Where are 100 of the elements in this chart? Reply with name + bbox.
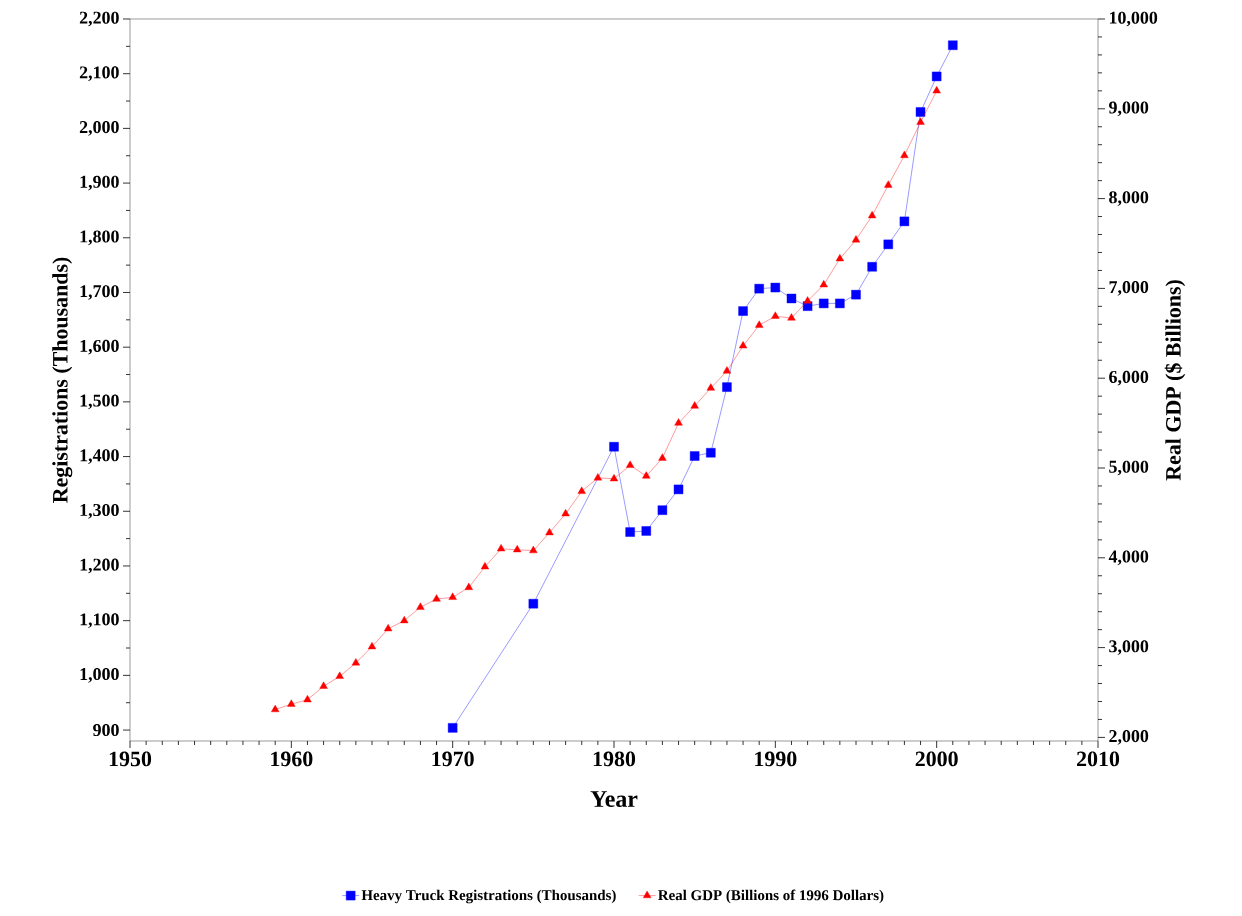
y2-tick-label: 5,000 bbox=[1109, 460, 1149, 476]
point bbox=[835, 298, 845, 309]
point bbox=[529, 545, 538, 554]
point bbox=[447, 723, 458, 733]
point bbox=[932, 86, 941, 94]
y-tick-label: 1,400 bbox=[80, 449, 119, 464]
y2-tick-label: 2,000 bbox=[1109, 730, 1149, 745]
point bbox=[900, 150, 909, 158]
point bbox=[448, 592, 457, 600]
x-tick-label: 1980 bbox=[593, 751, 636, 767]
y-tick-label: 900 bbox=[93, 724, 119, 737]
x-tick-label: 2000 bbox=[915, 751, 958, 767]
point bbox=[625, 527, 635, 537]
y-tick-label: 2,200 bbox=[79, 11, 119, 27]
point bbox=[641, 526, 651, 536]
point bbox=[480, 562, 490, 570]
point bbox=[657, 505, 668, 515]
point bbox=[271, 704, 280, 713]
point bbox=[706, 448, 716, 458]
y-tick-label: 1,100 bbox=[80, 613, 119, 629]
point bbox=[819, 298, 829, 309]
point bbox=[722, 382, 732, 392]
point bbox=[803, 296, 812, 304]
y2-tick-label: 3,000 bbox=[1109, 640, 1149, 655]
point bbox=[931, 71, 942, 82]
point bbox=[851, 235, 861, 243]
point bbox=[432, 594, 441, 602]
point bbox=[496, 544, 506, 552]
point bbox=[738, 306, 748, 316]
point bbox=[673, 484, 684, 495]
point bbox=[545, 527, 554, 536]
point bbox=[593, 473, 602, 481]
point bbox=[915, 107, 926, 117]
point bbox=[754, 283, 764, 294]
point bbox=[755, 320, 764, 328]
y2-axis-title: Real GDP ($ Billions) bbox=[1164, 280, 1186, 481]
point bbox=[335, 671, 344, 679]
point bbox=[899, 216, 910, 227]
y-tick-label: 1,700 bbox=[80, 285, 119, 300]
point bbox=[770, 282, 781, 293]
point bbox=[851, 289, 861, 300]
point bbox=[609, 474, 619, 482]
point bbox=[884, 180, 893, 188]
point bbox=[689, 451, 700, 461]
point bbox=[835, 254, 844, 262]
point bbox=[868, 210, 877, 219]
point bbox=[577, 486, 586, 494]
point bbox=[513, 545, 522, 553]
y2-tick-label: 6,000 bbox=[1109, 370, 1149, 386]
point bbox=[303, 694, 312, 703]
y2-tick-label: 9,000 bbox=[1109, 101, 1149, 117]
point bbox=[609, 442, 619, 452]
x-tick-label: 1950 bbox=[109, 751, 152, 767]
point bbox=[351, 658, 360, 666]
y-tick-label: 1,000 bbox=[80, 668, 119, 683]
y2-tick-label: 10,000 bbox=[1109, 11, 1158, 27]
x-axis-title: Year bbox=[590, 791, 638, 808]
point bbox=[690, 401, 699, 409]
y-tick-label: 1,500 bbox=[80, 394, 119, 410]
x-tick-label: 2010 bbox=[1077, 751, 1120, 767]
point bbox=[738, 341, 748, 349]
y2-tick-label: 7,000 bbox=[1109, 281, 1149, 296]
y-tick-label: 1,300 bbox=[80, 503, 119, 519]
point bbox=[771, 311, 780, 319]
point bbox=[416, 602, 425, 610]
x-tick-label: 1960 bbox=[271, 751, 313, 767]
y-axis-title: Registrations (Thousands) bbox=[52, 257, 73, 503]
point bbox=[400, 615, 409, 624]
y-tick-label: 1,900 bbox=[80, 175, 119, 191]
y-tick-label: 1,600 bbox=[80, 339, 119, 355]
point bbox=[319, 681, 328, 689]
point bbox=[626, 460, 635, 468]
y-tick-label: 1,200 bbox=[80, 558, 119, 574]
point bbox=[787, 313, 796, 321]
point bbox=[819, 280, 828, 288]
x-tick-label: 1970 bbox=[432, 751, 474, 767]
point bbox=[883, 239, 893, 250]
y-tick-label: 2,100 bbox=[79, 66, 119, 82]
point bbox=[674, 418, 683, 426]
legend-label: Heavy Truck Registrations (Thousands) bbox=[361, 889, 616, 904]
point bbox=[464, 582, 473, 590]
x-tick-label: 1990 bbox=[755, 751, 797, 767]
y-tick-label: 1,800 bbox=[80, 230, 119, 246]
point bbox=[948, 40, 958, 50]
point bbox=[722, 366, 732, 374]
point bbox=[528, 599, 539, 609]
legend-label: Real GDP (Billions of 1996 Dollars) bbox=[658, 889, 884, 904]
point bbox=[658, 453, 667, 461]
point bbox=[642, 471, 651, 479]
point bbox=[367, 642, 377, 650]
point bbox=[786, 293, 797, 304]
point bbox=[706, 383, 715, 391]
y2-tick-label: 4,000 bbox=[1108, 550, 1149, 566]
point bbox=[287, 699, 296, 707]
point bbox=[384, 624, 393, 632]
point bbox=[561, 509, 570, 517]
point bbox=[867, 262, 877, 272]
y2-tick-label: 8,000 bbox=[1109, 191, 1149, 206]
y-tick-label: 2,000 bbox=[79, 121, 119, 136]
point bbox=[916, 117, 925, 125]
